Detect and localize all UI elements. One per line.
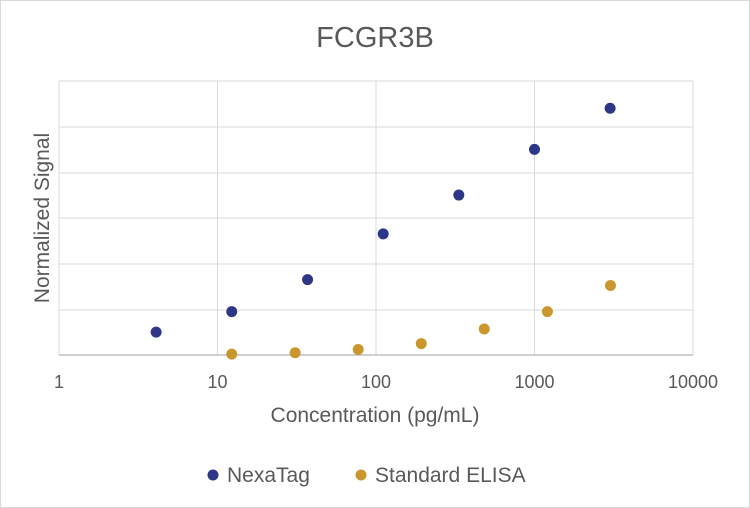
- x-axis-ticks: 1 10 100 1000 10000: [54, 372, 718, 392]
- point-standard-elisa-2: [352, 344, 364, 356]
- x-tick-label-100: 100: [361, 372, 391, 392]
- x-tick-label-10: 10: [207, 372, 227, 392]
- point-nexatag-2: [302, 274, 314, 286]
- legend: NexaTag Standard ELISA: [207, 464, 526, 487]
- point-nexatag-6: [604, 102, 616, 114]
- point-standard-elisa-0: [226, 348, 238, 360]
- point-nexatag-5: [529, 143, 540, 155]
- point-nexatag-0: [150, 326, 162, 338]
- gridlines: [58, 80, 694, 356]
- x-tick-label-1000: 1000: [514, 372, 554, 392]
- legend-marker-nexatag: [207, 469, 219, 481]
- data-points: [150, 102, 616, 360]
- point-nexatag-1: [226, 306, 238, 318]
- point-standard-elisa-3: [415, 338, 427, 350]
- x-tick-label-10000: 10000: [668, 372, 718, 392]
- point-standard-elisa-6: [604, 280, 616, 292]
- point-nexatag-3: [377, 228, 389, 240]
- x-tick-label-1: 1: [54, 372, 64, 392]
- point-nexatag-4: [453, 189, 465, 201]
- point-standard-elisa-4: [478, 323, 490, 335]
- legend-label-nexatag: NexaTag: [227, 464, 310, 487]
- x-axis-title: Concentration (pg/mL): [271, 404, 480, 427]
- legend-label-standard-elisa: Standard ELISA: [375, 464, 526, 487]
- point-standard-elisa-1: [289, 347, 301, 359]
- chart-title: FCGR3B: [316, 22, 434, 54]
- point-standard-elisa-5: [541, 306, 553, 318]
- legend-marker-standard-elisa: [355, 469, 367, 481]
- y-axis-title: Normalized Signal: [31, 133, 54, 303]
